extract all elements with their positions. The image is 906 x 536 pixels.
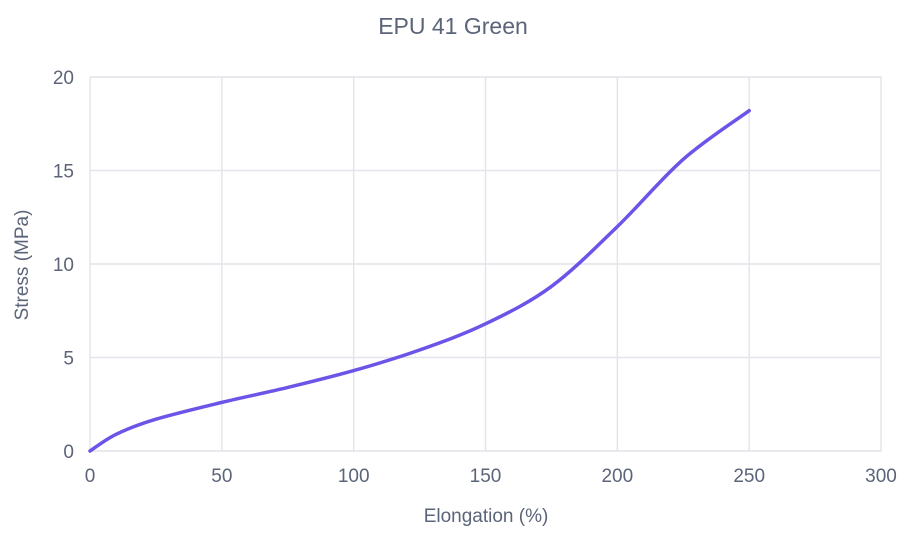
grid [89, 76, 882, 452]
series-line [88, 108, 751, 453]
y-tick-label: 10 [53, 255, 74, 276]
tick-labels: 0 50 100 150 200 250 300 0 5 10 15 20 [53, 68, 897, 487]
series-layer [88, 108, 751, 453]
x-tick-label: 0 [85, 466, 96, 487]
y-tick-label: 20 [53, 68, 74, 89]
chart-title: EPU 41 Green [378, 13, 528, 39]
y-tick-label: 0 [63, 442, 74, 463]
x-tick-label: 50 [211, 466, 232, 487]
x-tick-label: 250 [733, 466, 765, 487]
x-tick-label: 150 [470, 466, 502, 487]
x-tick-label: 300 [865, 466, 897, 487]
x-axis-label: Elongation (%) [424, 506, 549, 527]
x-tick-label: 100 [338, 466, 370, 487]
y-axis-label: Stress (MPa) [12, 210, 33, 321]
x-tick-label: 200 [601, 466, 633, 487]
y-tick-label: 5 [63, 349, 74, 370]
y-tick-label: 15 [53, 162, 74, 183]
